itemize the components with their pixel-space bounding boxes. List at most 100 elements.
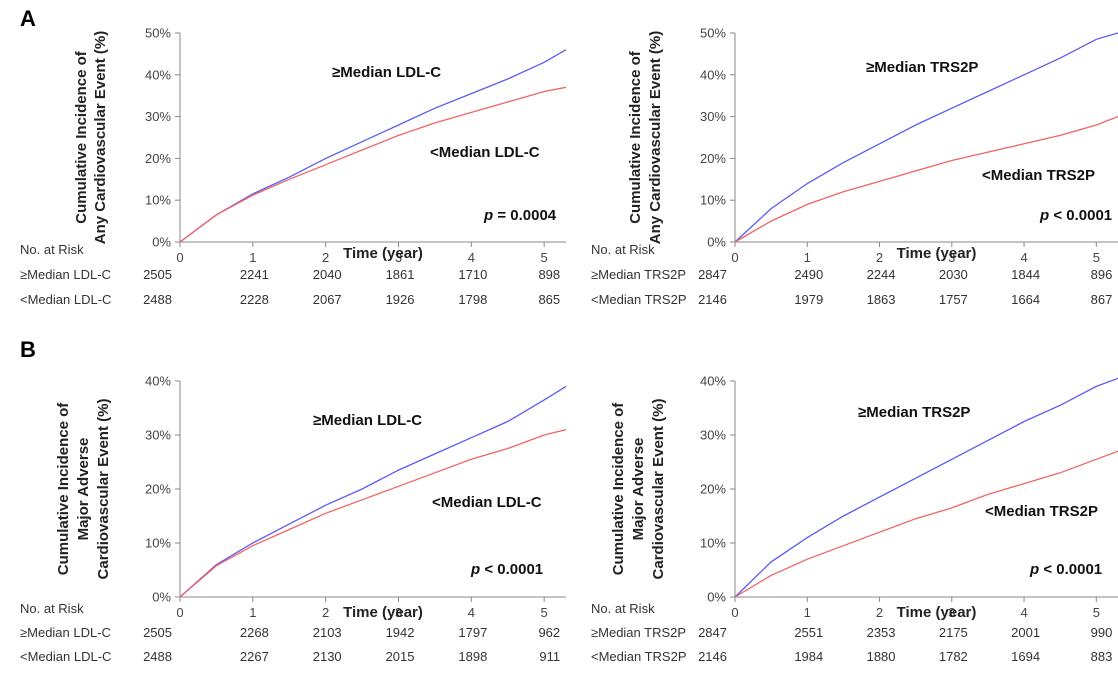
x-tick-label: 2 [876,250,883,265]
y-tick-label: 0% [707,590,726,605]
y-tick-label: 0% [152,235,171,250]
y-axis-title-line: Any Cardiovascular Event (%) [647,31,664,244]
y-axis-title-line: Cumulative Incidence of [627,50,644,224]
x-tick-label: 4 [1020,250,1027,265]
risk-value: 1694 [1011,649,1040,664]
risk-value: 2015 [386,649,415,664]
curve-label: ≥Median TRS2P [866,59,978,76]
risk-value: 2488 [143,292,172,307]
risk-value: 865 [538,292,560,307]
x-axis-title: Time (year) [897,245,977,262]
y-axis-title-line: Any Cardiovascular Event (%) [92,31,109,244]
y-axis-title-line: Cumulative Incidence of [610,402,627,576]
p-symbol: p [1029,561,1039,578]
y-tick-label: 10% [700,193,726,208]
risk-value: 1861 [386,267,415,282]
y-tick-label: 10% [145,193,171,208]
curve-label: <Median LDL-C [432,494,542,511]
x-tick-label: 0 [731,250,738,265]
x-tick-label: 1 [249,250,256,265]
curve-label: <Median LDL-C [430,144,540,161]
risk-value: 896 [1091,267,1113,282]
x-tick-label: 0 [731,605,738,620]
curve-label: ≥Median LDL-C [313,412,422,429]
series-line-below-median [734,115,1118,243]
risk-value: 2175 [939,625,968,640]
y-tick-label: 20% [145,151,171,166]
series-line-below-median [734,450,1118,598]
chart-4: 0% 10% 20% 30% 40% 0 1 2 3 4 5 Cumulative Incidence… [591,374,1118,664]
x-tick-label: 2 [876,605,883,620]
risk-value: 883 [1091,649,1113,664]
y-tick-label: 20% [700,151,726,166]
x-tick-label: 5 [541,605,548,620]
risk-table-header: No. at Risk [20,601,84,616]
risk-value: 2067 [313,292,342,307]
series-line-above-median [179,385,567,598]
y-tick-label: 20% [700,482,726,497]
y-axis-title-line: Major Adverse [75,438,92,541]
x-tick-label: 5 [1093,250,1100,265]
p-value: < 0.0001 [480,561,543,578]
risk-row-label: <Median LDL-C [20,649,111,664]
p-value: < 0.0001 [1039,561,1102,578]
risk-value: 1942 [386,625,415,640]
risk-value: 962 [538,625,560,640]
x-tick-label: 1 [804,605,811,620]
y-axis-title-line: Cumulative Incidence of [73,50,90,224]
risk-value: 990 [1091,625,1113,640]
series-line-above-median [734,377,1118,598]
risk-value: 2505 [143,625,172,640]
risk-value: 1863 [867,292,896,307]
p-value: < 0.0001 [1049,207,1112,224]
risk-value: 2505 [143,267,172,282]
x-tick-label: 3 [948,250,955,265]
risk-value: 1757 [939,292,968,307]
risk-value: 1926 [386,292,415,307]
risk-value: 2228 [240,292,269,307]
chart-1: 0% 10% 20% 30% 40% 50% 0 1 2 3 4 5 Cumulative Incide… [20,26,567,307]
curve-label: <Median TRS2P [982,167,1095,184]
panel-letter-b: B [20,337,36,362]
p-value-label: p < 0.0001 [1039,207,1112,224]
risk-value: 2551 [794,625,823,640]
curve-label: ≥Median TRS2P [858,404,970,421]
risk-value: 2130 [313,649,342,664]
p-symbol: p [1039,207,1049,224]
risk-value: 2267 [240,649,269,664]
y-tick-label: 30% [145,428,171,443]
x-tick-label: 4 [468,250,475,265]
risk-value: 1782 [939,649,968,664]
risk-row-label: <Median LDL-C [20,292,111,307]
risk-table-header: No. at Risk [591,242,655,257]
risk-value: 1797 [458,625,487,640]
series-line-below-median [179,428,567,598]
risk-table-header: No. at Risk [20,242,84,257]
risk-row-label: ≥Median LDL-C [20,625,111,640]
p-symbol: p [483,207,493,224]
risk-value: 2488 [143,649,172,664]
p-value-label: p < 0.0001 [1029,561,1102,578]
x-tick-label: 1 [249,605,256,620]
risk-value: 2030 [939,267,968,282]
x-tick-label: 5 [1093,605,1100,620]
risk-value: 2353 [867,625,896,640]
risk-value: 1880 [867,649,896,664]
risk-value: 1710 [458,267,487,282]
y-tick-label: 30% [700,428,726,443]
risk-row-label: ≥Median TRS2P [591,625,686,640]
x-tick-label: 3 [948,605,955,620]
risk-value: 2040 [313,267,342,282]
series-line-below-median [179,86,567,243]
risk-value: 1798 [458,292,487,307]
p-value: = 0.0004 [493,207,557,224]
y-axis-title-line: Major Adverse [630,438,647,541]
x-tick-label: 3 [395,605,402,620]
series-line-above-median [734,32,1118,243]
y-tick-label: 10% [145,536,171,551]
y-tick-label: 50% [700,26,726,41]
risk-value: 1844 [1011,267,1040,282]
risk-value: 2244 [867,267,896,282]
y-axis-title-line: Cardiovascular Event (%) [95,399,112,580]
